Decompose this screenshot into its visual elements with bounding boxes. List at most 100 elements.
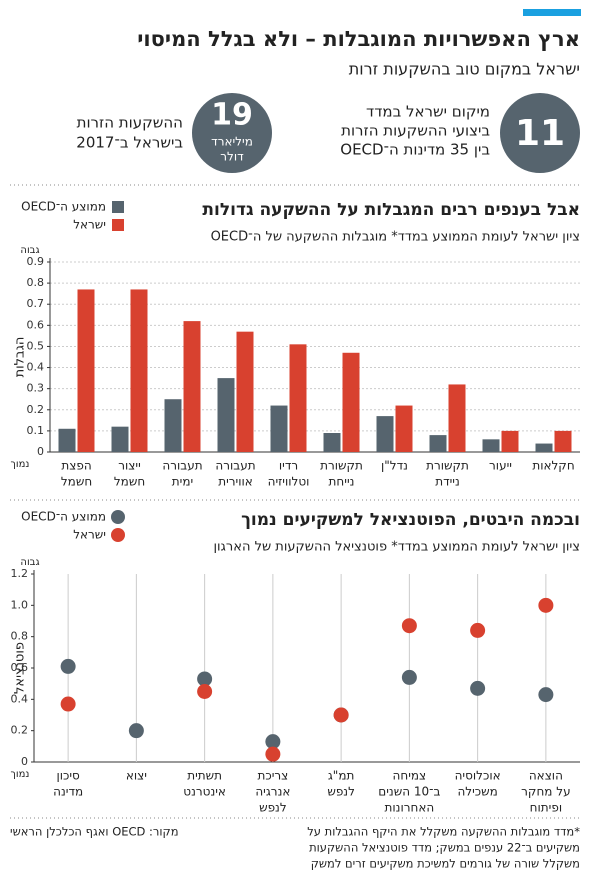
- y-tick-label: 0.2: [11, 724, 29, 737]
- y-tick-label: 0.5: [27, 339, 45, 352]
- x-tick-label: האחרונות: [385, 801, 435, 815]
- bar: [448, 384, 466, 452]
- footnote: משקלל שורה של גורמים למשיכת משקיעים זרים…: [311, 857, 580, 871]
- x-tick-label: ופיתוח: [530, 801, 562, 815]
- x-tick-label: לנפש: [327, 785, 355, 799]
- bar: [217, 378, 235, 452]
- page-subtitle: ישראל במקום טוב בהשקעות זרות: [349, 60, 580, 79]
- y-tick-label: 0.4: [11, 692, 29, 705]
- legend-swatch: [111, 528, 125, 542]
- x-tick-label: רדיו: [279, 459, 298, 473]
- y-tick-label: 0.8: [11, 630, 29, 643]
- bar: [236, 331, 254, 452]
- bar: [270, 405, 288, 452]
- dot: [60, 658, 76, 674]
- dot: [401, 618, 417, 634]
- y-low-label: נמוך: [11, 459, 30, 470]
- bar: [429, 435, 447, 452]
- y-tick-label: 0: [37, 445, 44, 458]
- x-tick-label: חשמל: [114, 475, 145, 489]
- bar: [554, 430, 572, 452]
- x-tick-label: לנפש: [259, 801, 287, 815]
- legend-label: ממוצע ה־OECD: [21, 200, 106, 214]
- y-tick-label: 0.4: [27, 361, 45, 374]
- x-tick-label: משכילה: [457, 785, 497, 799]
- stat-text: מיקום ישראל במדד: [366, 103, 490, 121]
- y-tick-label: 0.6: [27, 318, 45, 331]
- legend-swatch: [112, 219, 124, 231]
- x-tick-label: חקלאות: [532, 459, 574, 473]
- y-axis-title: פוטנציאל: [13, 642, 28, 694]
- x-tick-label: וטלוויזיה: [268, 475, 310, 489]
- dot: [265, 746, 281, 762]
- x-tick-label: ימית: [172, 475, 193, 489]
- bar: [130, 289, 148, 452]
- legend-swatch: [111, 510, 125, 524]
- y-low-label: נמוך: [11, 769, 30, 780]
- legend-swatch: [112, 201, 124, 213]
- y-tick-label: 0.8: [27, 276, 45, 289]
- legend-label: ממוצע ה־OECD: [21, 510, 106, 524]
- chart-title: אבל בענפים רבים המגבלות על ההשקעה גדולות: [202, 200, 580, 220]
- x-tick-label: ייעור: [489, 459, 512, 473]
- y-tick-label: 0.9: [27, 255, 45, 268]
- dot: [333, 707, 349, 723]
- x-tick-label: הפצת: [61, 459, 91, 473]
- x-tick-label: תעבורה: [162, 459, 202, 473]
- dot: [470, 680, 486, 696]
- bar: [164, 399, 182, 452]
- x-tick-label: תעבורה: [215, 459, 255, 473]
- legend-label: ישראל: [73, 528, 106, 542]
- bar: [342, 352, 360, 452]
- y-high-label: גבוה: [20, 557, 39, 568]
- x-tick-label: אוכלוסיה: [455, 769, 501, 783]
- x-tick-label: צריכת: [257, 769, 288, 783]
- chart-title: ובכמה היבטים, הפוטנציאל למשקיעים נמוך: [241, 510, 580, 530]
- x-tick-label: חשמל: [61, 475, 92, 489]
- dot: [401, 669, 417, 685]
- stat-number: 11: [515, 113, 565, 154]
- y-tick-label: 0.1: [27, 424, 45, 437]
- dot: [538, 597, 554, 613]
- dot: [128, 723, 144, 739]
- x-tick-label: סיכון: [56, 769, 80, 783]
- x-tick-label: תקשורת: [320, 459, 363, 473]
- dot: [470, 622, 486, 638]
- legend-label: ישראל: [73, 218, 106, 232]
- y-tick-label: 1.0: [11, 598, 29, 611]
- x-tick-label: ב־10 השנים: [378, 785, 440, 799]
- y-tick-label: 0.2: [27, 403, 45, 416]
- bar: [376, 416, 394, 452]
- x-tick-label: אנרגיה: [255, 785, 290, 799]
- stat-number: 19: [211, 98, 253, 133]
- bar: [323, 433, 341, 452]
- y-tick-label: 0.7: [27, 297, 45, 310]
- x-tick-label: אינטרנט: [183, 785, 226, 799]
- x-tick-label: נדל"ן: [381, 459, 408, 473]
- bar: [58, 428, 76, 452]
- x-tick-label: נייחת: [329, 475, 355, 489]
- dot: [60, 696, 76, 712]
- footnote: *מדד מוגבלות ההשקעה משקלל את היקף ההגבלו…: [307, 825, 580, 839]
- source: מקור: OECD ואגף הכלכלן הראשי: [10, 825, 179, 839]
- bar: [289, 344, 307, 452]
- x-tick-label: ניידת: [435, 475, 460, 489]
- footnote: משקיעים ב־22 ענפים במשק; מדד פוטנציאל הה…: [309, 841, 580, 855]
- stat-unit: דולר: [220, 150, 244, 164]
- stat-circle: [192, 93, 272, 173]
- y-tick-label: 0.6: [11, 661, 29, 674]
- x-tick-label: תשתית: [187, 769, 222, 783]
- bar: [501, 430, 519, 452]
- x-tick-label: מדינה: [53, 785, 83, 799]
- x-tick-label: ייצור: [118, 459, 141, 473]
- bar: [482, 439, 500, 452]
- x-tick-label: צמיחה: [393, 769, 427, 783]
- accent-bar: [523, 9, 581, 16]
- x-tick-label: יצוא: [126, 769, 147, 783]
- dot: [265, 734, 281, 750]
- y-tick-label: 1.2: [11, 567, 29, 580]
- x-tick-label: אווירית: [218, 475, 253, 489]
- y-axis-title: הגבלות: [13, 337, 28, 378]
- x-tick-label: תמ"ג: [328, 769, 355, 783]
